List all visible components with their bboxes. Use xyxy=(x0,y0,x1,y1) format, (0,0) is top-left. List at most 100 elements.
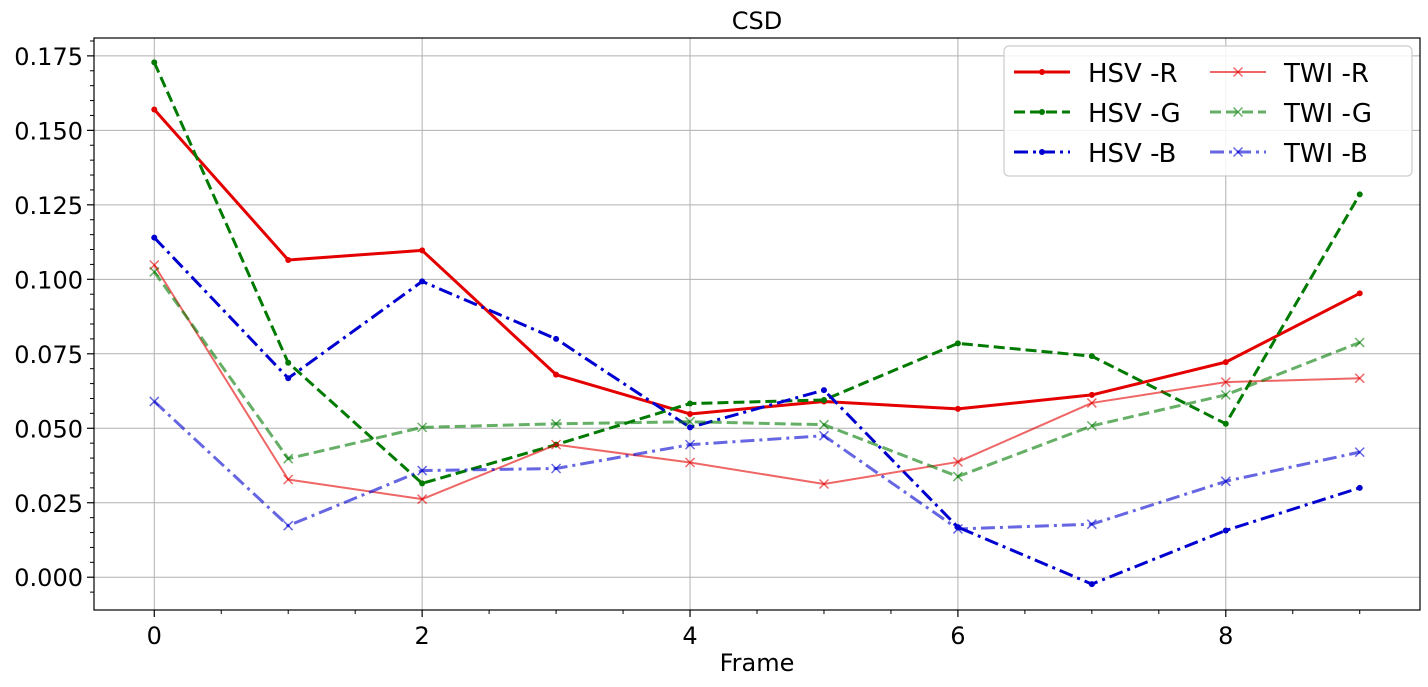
y-tick-label: 0.150 xyxy=(14,117,83,145)
legend: HSV -R HSV -G HSV -B TWI -R TWI -G TWI -B xyxy=(1003,45,1413,177)
data-point xyxy=(684,439,696,450)
data-point xyxy=(954,405,961,412)
data-point xyxy=(687,424,694,431)
legend-marker xyxy=(1232,146,1244,158)
axes: 0.000 0.025 0.050 0.075 0.100 0.125 0.150 0.175… xyxy=(14,40,1361,650)
data-point xyxy=(818,419,830,430)
legend-label: HSV -R xyxy=(1088,59,1178,89)
legend-label: HSV -B xyxy=(1088,139,1176,169)
data-point xyxy=(1356,290,1363,297)
data-point xyxy=(283,474,294,485)
legend-entry: TWI -B xyxy=(1210,139,1368,169)
data-point xyxy=(283,520,294,531)
y-tick-label: 0.175 xyxy=(14,43,83,71)
data-point xyxy=(283,453,294,464)
data-point xyxy=(1086,420,1097,431)
series-hsv-b xyxy=(151,234,1363,588)
data-point xyxy=(954,340,961,347)
legend-label: HSV -G xyxy=(1088,99,1181,129)
data-point xyxy=(1220,476,1231,487)
legend-marker xyxy=(1039,69,1045,75)
data-point xyxy=(553,371,560,378)
data-point xyxy=(151,59,158,66)
data-point xyxy=(1088,391,1095,398)
x-tick-label: 0 xyxy=(147,622,162,650)
series-layer xyxy=(149,59,1365,588)
legend-box xyxy=(1003,45,1413,177)
y-tick-label: 0.075 xyxy=(14,341,83,369)
data-point xyxy=(551,418,562,429)
x-tick-label: 2 xyxy=(415,622,430,650)
data-point xyxy=(551,439,562,450)
legend-label: TWI -G xyxy=(1283,99,1372,129)
data-point xyxy=(1354,447,1365,458)
data-point xyxy=(952,471,963,482)
data-point xyxy=(419,480,426,487)
data-point xyxy=(151,106,158,113)
data-point xyxy=(1220,377,1231,388)
data-point xyxy=(419,278,426,285)
series-line xyxy=(152,61,1362,485)
data-point xyxy=(952,523,963,534)
data-point xyxy=(551,463,562,474)
legend-label: TWI -B xyxy=(1283,139,1368,169)
legend-entry: TWI -G xyxy=(1210,99,1372,129)
y-tick-label: 0.000 xyxy=(14,564,83,592)
data-point xyxy=(820,396,827,403)
data-point xyxy=(818,478,830,490)
y-tick-label: 0.050 xyxy=(14,415,83,443)
legend-entry: HSV -G xyxy=(1014,99,1181,129)
data-point xyxy=(553,335,560,342)
data-point xyxy=(1222,359,1229,366)
data-point xyxy=(684,416,696,427)
data-point xyxy=(417,422,428,433)
data-point xyxy=(818,430,830,441)
series-line xyxy=(153,400,1361,531)
data-point xyxy=(1354,337,1365,348)
data-point xyxy=(285,359,292,366)
series-line xyxy=(153,236,1361,586)
legend-entry: TWI -R xyxy=(1210,59,1369,89)
series-line xyxy=(153,264,1360,501)
data-point xyxy=(1356,191,1363,198)
data-point xyxy=(285,375,292,382)
series-line xyxy=(153,270,1361,479)
legend-entry: HSV -B xyxy=(1014,139,1176,169)
series-twi-b xyxy=(149,396,1365,534)
legend-marker xyxy=(1232,66,1244,78)
data-point xyxy=(417,494,428,505)
y-tick-label: 0.025 xyxy=(14,490,83,518)
y-tick-label: 0.100 xyxy=(14,266,83,294)
data-point xyxy=(952,456,963,467)
data-point xyxy=(1088,353,1095,360)
data-point xyxy=(285,256,292,263)
data-point xyxy=(687,400,694,407)
data-point xyxy=(1086,397,1097,408)
chart-title: CSD xyxy=(732,7,782,35)
x-axis-title: Frame xyxy=(720,649,795,677)
data-point xyxy=(151,234,158,241)
data-point xyxy=(1220,389,1231,400)
series-twi-g xyxy=(149,266,1365,482)
legend-marker xyxy=(1039,109,1045,115)
data-point xyxy=(1222,420,1229,427)
y-tick-label: 0.125 xyxy=(14,192,83,220)
data-point xyxy=(1222,527,1229,534)
legend-marker xyxy=(1039,149,1045,155)
x-tick-label: 8 xyxy=(1218,622,1233,650)
x-tick-label: 4 xyxy=(682,622,697,650)
legend-entry: HSV -R xyxy=(1014,59,1178,89)
data-point xyxy=(1086,519,1097,530)
legend-marker xyxy=(1232,106,1244,118)
x-tick-label: 6 xyxy=(950,622,965,650)
data-point xyxy=(1354,373,1365,384)
data-point xyxy=(684,457,696,468)
data-point xyxy=(1088,581,1095,588)
data-point xyxy=(687,410,694,417)
data-point xyxy=(1356,484,1363,491)
data-point xyxy=(820,387,827,394)
data-point xyxy=(417,465,428,476)
data-point xyxy=(149,266,160,277)
data-point xyxy=(419,247,426,254)
